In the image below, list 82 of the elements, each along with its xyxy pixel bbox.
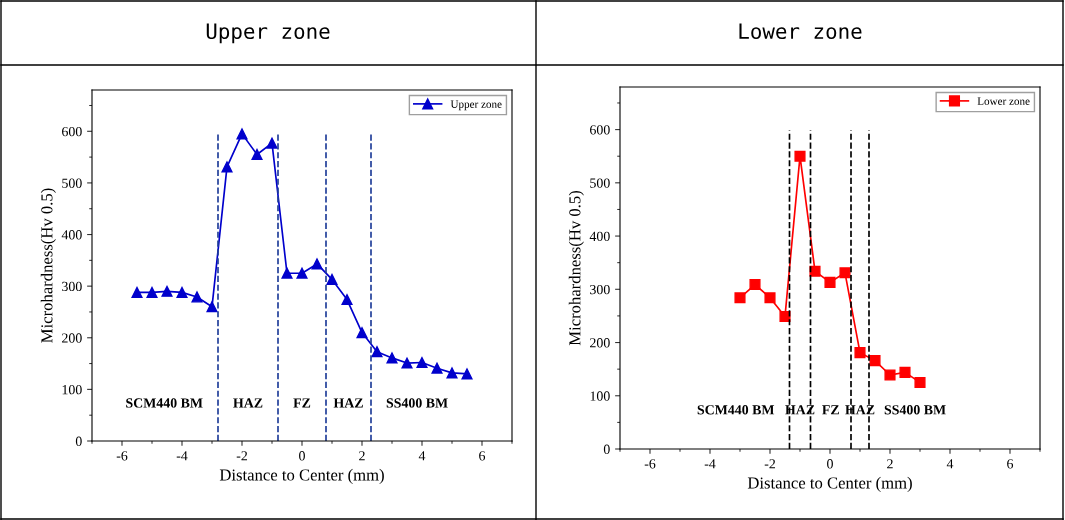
point bbox=[386, 352, 398, 364]
x-tick-label: 4 bbox=[418, 451, 426, 461]
y-tick-label: 600 bbox=[590, 125, 610, 135]
point bbox=[356, 327, 368, 339]
point bbox=[779, 310, 791, 323]
y-axis-title: Microhardness(Hv 0.5) bbox=[40, 188, 56, 343]
y-tick-label: 300 bbox=[62, 281, 82, 292]
point bbox=[236, 128, 248, 140]
annotation: SS400 BM bbox=[884, 405, 946, 415]
x-tick-label: -2 bbox=[764, 459, 776, 469]
point bbox=[341, 294, 353, 306]
y-axis-title: Microhardness(Hv 0.5) bbox=[568, 190, 584, 346]
annotation: HAZ bbox=[233, 398, 263, 408]
annotation: FZ bbox=[293, 398, 311, 408]
point bbox=[131, 286, 143, 298]
x-tick-label: 6 bbox=[1007, 459, 1014, 469]
y-tick-label: 500 bbox=[590, 178, 610, 188]
point bbox=[191, 291, 203, 303]
x-tick-label: -4 bbox=[704, 459, 716, 469]
point bbox=[446, 367, 458, 379]
point bbox=[854, 347, 866, 359]
legend-label: Lower zone bbox=[977, 97, 1030, 105]
x-tick-label: -6 bbox=[644, 459, 656, 469]
x-tick-label: -2 bbox=[236, 451, 248, 461]
x-tick-label: -6 bbox=[116, 451, 128, 461]
y-tick-label: 300 bbox=[590, 284, 610, 295]
point bbox=[461, 368, 473, 380]
annotation: FZ bbox=[822, 405, 839, 415]
point bbox=[266, 137, 278, 149]
legend-label: Upper zone bbox=[450, 100, 502, 111]
x-tick-label: 2 bbox=[359, 451, 365, 461]
point bbox=[764, 292, 776, 304]
point bbox=[794, 150, 806, 162]
y-tick-label: 500 bbox=[62, 178, 82, 188]
x-tick-label: 0 bbox=[827, 459, 833, 469]
point bbox=[251, 148, 263, 161]
point bbox=[311, 258, 323, 270]
point bbox=[749, 278, 761, 291]
point bbox=[824, 276, 836, 288]
x-tick-label: 4 bbox=[946, 459, 954, 469]
y-tick-label: 200 bbox=[590, 338, 610, 348]
annotation: HAZ bbox=[845, 405, 875, 415]
y-tick-label: 600 bbox=[62, 126, 82, 137]
point bbox=[281, 267, 293, 279]
point bbox=[326, 273, 338, 285]
point bbox=[809, 265, 821, 277]
annotation: SS400 BM bbox=[386, 398, 448, 408]
x-tick-label: 2 bbox=[887, 459, 893, 469]
annotation: SCM440 BM bbox=[697, 405, 775, 415]
x-tick-label: -4 bbox=[176, 451, 188, 461]
point bbox=[884, 369, 896, 381]
chart-title: Upper zone bbox=[206, 23, 330, 44]
point bbox=[206, 301, 218, 313]
y-tick-label: 0 bbox=[603, 444, 610, 454]
annotation: HAZ bbox=[785, 405, 815, 415]
x-tick-label: 0 bbox=[299, 451, 305, 461]
point bbox=[914, 376, 926, 389]
point bbox=[176, 286, 188, 298]
x-tick-label: 6 bbox=[479, 451, 486, 461]
point bbox=[431, 362, 443, 374]
annotation: SCM440 BM bbox=[126, 398, 203, 408]
y-tick-label: 400 bbox=[61, 230, 82, 240]
x-axis-title: Distance to Center (mm) bbox=[747, 476, 912, 492]
y-tick-label: 0 bbox=[75, 436, 82, 446]
point bbox=[296, 267, 308, 279]
point bbox=[839, 267, 851, 279]
chart-title: Lower zone bbox=[739, 23, 862, 40]
y-tick-label: 200 bbox=[62, 333, 82, 343]
point bbox=[221, 161, 233, 173]
point bbox=[401, 357, 413, 369]
point bbox=[416, 356, 428, 369]
point bbox=[899, 366, 911, 378]
y-tick-label: 400 bbox=[589, 231, 610, 242]
point bbox=[161, 285, 173, 297]
y-tick-label: 100 bbox=[62, 384, 82, 395]
point bbox=[146, 286, 158, 298]
y-tick-label: 100 bbox=[590, 391, 610, 401]
x-axis-title: Distance to Center (mm) bbox=[219, 468, 384, 484]
point bbox=[869, 355, 881, 367]
point bbox=[734, 292, 746, 304]
point bbox=[371, 346, 383, 358]
annotation: HAZ bbox=[333, 398, 363, 408]
